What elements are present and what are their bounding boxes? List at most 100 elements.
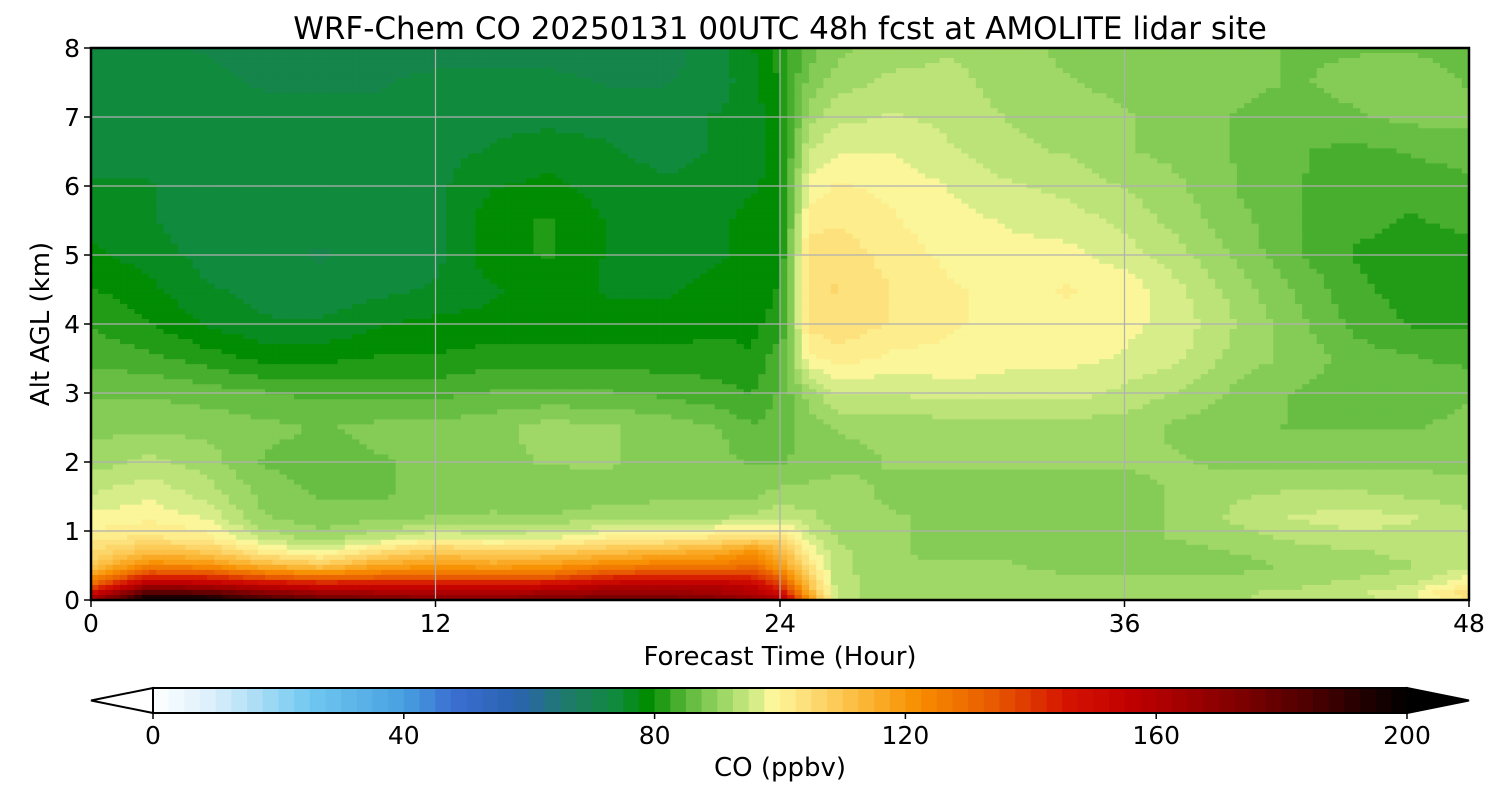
- heatmap-cell: [1077, 73, 1086, 79]
- heatmap-cell: [1410, 118, 1419, 124]
- heatmap-cell: [634, 78, 643, 84]
- heatmap-cell: [323, 83, 331, 89]
- heatmap-cell: [381, 168, 389, 175]
- heatmap-cell: [272, 58, 281, 64]
- heatmap-cell: [1084, 103, 1093, 109]
- heatmap-cell: [221, 73, 230, 79]
- heatmap-cell: [765, 68, 774, 74]
- heatmap-cell: [366, 48, 375, 54]
- heatmap-cell: [1302, 63, 1311, 69]
- heatmap-cell: [308, 88, 317, 94]
- heatmap-cell: [352, 133, 360, 139]
- heatmap-cell: [642, 173, 651, 180]
- heatmap-cell: [1360, 48, 1369, 54]
- heatmap-cell: [1106, 103, 1115, 109]
- heatmap-cell: [1244, 88, 1253, 94]
- heatmap-cell: [359, 168, 368, 175]
- heatmap-cell: [279, 88, 288, 94]
- heatmap-cell: [990, 98, 999, 104]
- heatmap-cell: [272, 108, 281, 114]
- heatmap-cell: [257, 138, 266, 144]
- heatmap-cell: [460, 78, 469, 84]
- heatmap-cell: [1048, 168, 1057, 175]
- heatmap-cell: [997, 133, 1006, 139]
- heatmap-cell: [1084, 88, 1093, 94]
- heatmap-cell: [663, 103, 672, 109]
- heatmap-cell: [642, 133, 651, 139]
- heatmap-cell: [105, 113, 114, 119]
- heatmap-cell: [120, 163, 128, 170]
- heatmap-cell: [983, 123, 991, 129]
- heatmap-cell: [1381, 153, 1390, 159]
- heatmap-cell: [1084, 98, 1093, 104]
- heatmap-cell: [700, 143, 709, 149]
- heatmap-cell: [598, 163, 607, 170]
- heatmap-cell: [685, 78, 694, 84]
- heatmap-cell: [388, 48, 397, 54]
- heatmap-cell: [1418, 103, 1427, 109]
- heatmap-cell: [286, 143, 295, 149]
- heatmap-cell: [801, 153, 810, 159]
- heatmap-cell: [1309, 103, 1318, 109]
- heatmap-cell: [134, 123, 143, 129]
- heatmap-cell: [1236, 133, 1245, 139]
- heatmap-cell: [663, 143, 672, 149]
- heatmap-cell: [1302, 78, 1311, 84]
- heatmap-cell: [497, 108, 505, 114]
- heatmap-cell: [939, 98, 948, 104]
- heatmap-cell: [780, 143, 788, 149]
- heatmap-cell: [1331, 128, 1340, 134]
- heatmap-cell: [337, 143, 346, 149]
- heatmap-cell: [917, 138, 926, 144]
- heatmap-cell: [845, 168, 854, 175]
- heatmap-cell: [576, 133, 585, 139]
- heatmap-cell: [1193, 113, 1202, 119]
- heatmap-cell: [1280, 173, 1289, 180]
- heatmap-cell: [1338, 143, 1347, 149]
- heatmap-cell: [337, 168, 346, 175]
- heatmap-cell: [547, 123, 556, 129]
- heatmap-cell: [301, 63, 310, 69]
- heatmap-cell: [562, 123, 571, 129]
- heatmap-cell: [983, 48, 991, 54]
- heatmap-cell: [156, 133, 165, 139]
- heatmap-cell: [925, 128, 933, 134]
- heatmap-cell: [337, 158, 346, 165]
- heatmap-cell: [1251, 158, 1260, 165]
- heatmap-cell: [518, 78, 527, 84]
- heatmap-cell: [896, 168, 904, 175]
- heatmap-cell: [526, 133, 535, 139]
- heatmap-cell: [845, 153, 854, 159]
- heatmap-cell: [605, 58, 614, 64]
- heatmap-cell: [721, 153, 730, 159]
- heatmap-cell: [707, 103, 716, 109]
- heatmap-cell: [852, 78, 861, 84]
- heatmap-cell: [1084, 48, 1093, 54]
- heatmap-cell: [141, 103, 150, 109]
- heatmap-cell: [526, 88, 535, 94]
- heatmap-cell: [1418, 48, 1427, 54]
- heatmap-cell: [888, 143, 897, 149]
- heatmap-cell: [838, 48, 846, 54]
- heatmap-cell: [1200, 63, 1209, 69]
- heatmap-cell: [1410, 48, 1419, 54]
- heatmap-cell: [1041, 138, 1049, 144]
- heatmap-cell: [692, 48, 701, 54]
- heatmap-cell: [388, 68, 397, 74]
- heatmap-cell: [867, 48, 875, 54]
- heatmap-cell: [932, 53, 941, 59]
- heatmap-cell: [707, 78, 716, 84]
- heatmap-cell: [1280, 83, 1289, 89]
- heatmap-cell: [729, 108, 738, 114]
- heatmap-cell: [1099, 68, 1107, 74]
- heatmap-cell: [424, 163, 433, 170]
- heatmap-cell: [1461, 143, 1469, 149]
- heatmap-cell: [663, 73, 672, 79]
- heatmap-cell: [1316, 123, 1325, 129]
- heatmap-cell: [983, 53, 991, 59]
- heatmap-cell: [301, 83, 310, 89]
- heatmap-cell: [990, 53, 999, 59]
- heatmap-cell: [1157, 63, 1165, 69]
- heatmap-cell: [1062, 108, 1071, 114]
- heatmap-cell: [344, 178, 353, 185]
